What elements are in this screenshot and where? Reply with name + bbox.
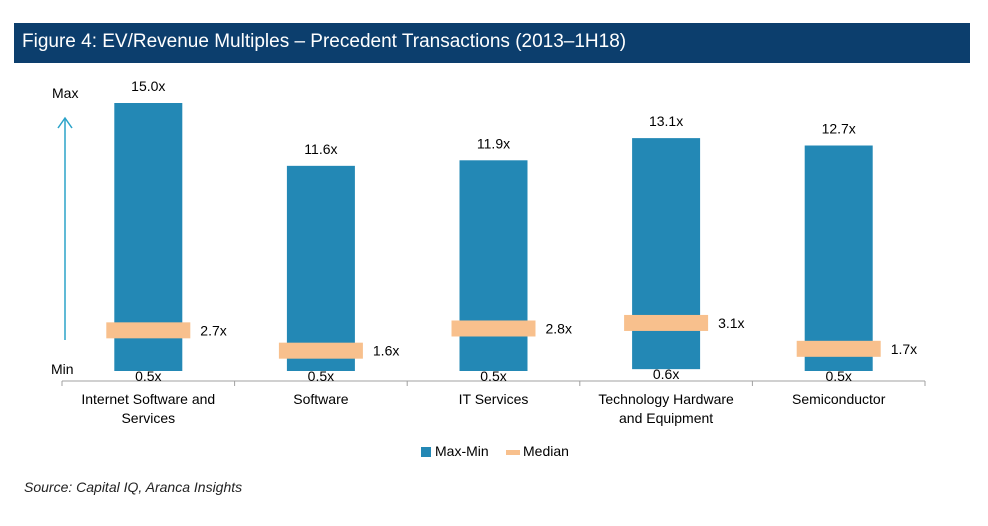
- range-bar: [459, 160, 528, 371]
- range-bar: [632, 138, 701, 370]
- max-value-label: 12.7x: [822, 121, 856, 137]
- min-value-label: 0.5x: [825, 368, 851, 384]
- direction-arrow-icon: [57, 116, 73, 129]
- y-axis-max-label: Max: [52, 85, 78, 101]
- median-value-label: 3.1x: [718, 315, 744, 331]
- max-value-label: 13.1x: [649, 113, 683, 129]
- category-label: Internet Software and: [81, 391, 215, 407]
- range-bar: [286, 165, 355, 371]
- category-label: Technology Hardware: [598, 391, 734, 407]
- legend-swatch-maxmin: [421, 447, 431, 457]
- median-value-label: 1.6x: [373, 343, 399, 359]
- max-value-label: 11.9x: [477, 135, 510, 151]
- y-axis-min-label: Min: [51, 361, 74, 377]
- min-value-label: 0.6x: [653, 366, 679, 382]
- min-value-label: 0.5x: [308, 368, 334, 384]
- source-note: Source: Capital IQ, Aranca Insights: [24, 479, 243, 495]
- figure-header: Figure 4: EV/Revenue Multiples – Precede…: [14, 23, 970, 63]
- median-marker: [451, 320, 536, 337]
- median-value-label: 2.8x: [546, 320, 572, 336]
- range-bar: [804, 145, 873, 371]
- median-value-label: 1.7x: [891, 341, 917, 357]
- chart-legend: Max-Min Median: [0, 443, 988, 463]
- legend-swatch-median: [506, 450, 520, 455]
- median-value-label: 2.7x: [200, 322, 226, 338]
- min-value-label: 0.5x: [480, 368, 506, 384]
- max-value-label: 11.6x: [304, 141, 337, 157]
- figure-title: Figure 4: EV/Revenue Multiples – Precede…: [22, 31, 627, 52]
- category-label: Software: [293, 391, 348, 407]
- category-label: Semiconductor: [792, 391, 886, 407]
- legend-label-median: Median: [523, 443, 569, 459]
- max-value-label: 15.0x: [131, 78, 165, 94]
- median-marker: [106, 322, 191, 339]
- median-marker: [624, 314, 709, 331]
- min-value-label: 0.5x: [135, 368, 161, 384]
- median-marker: [796, 340, 881, 357]
- category-label: and Equipment: [619, 410, 713, 426]
- range-bar-chart: Max Min 15.0x 0.5x 2.7x Internet Software and…: [51, 78, 926, 426]
- legend-label-maxmin: Max-Min: [435, 443, 489, 459]
- category-label: IT Services: [459, 391, 529, 407]
- median-marker: [278, 342, 363, 359]
- category-label: Services: [121, 410, 175, 426]
